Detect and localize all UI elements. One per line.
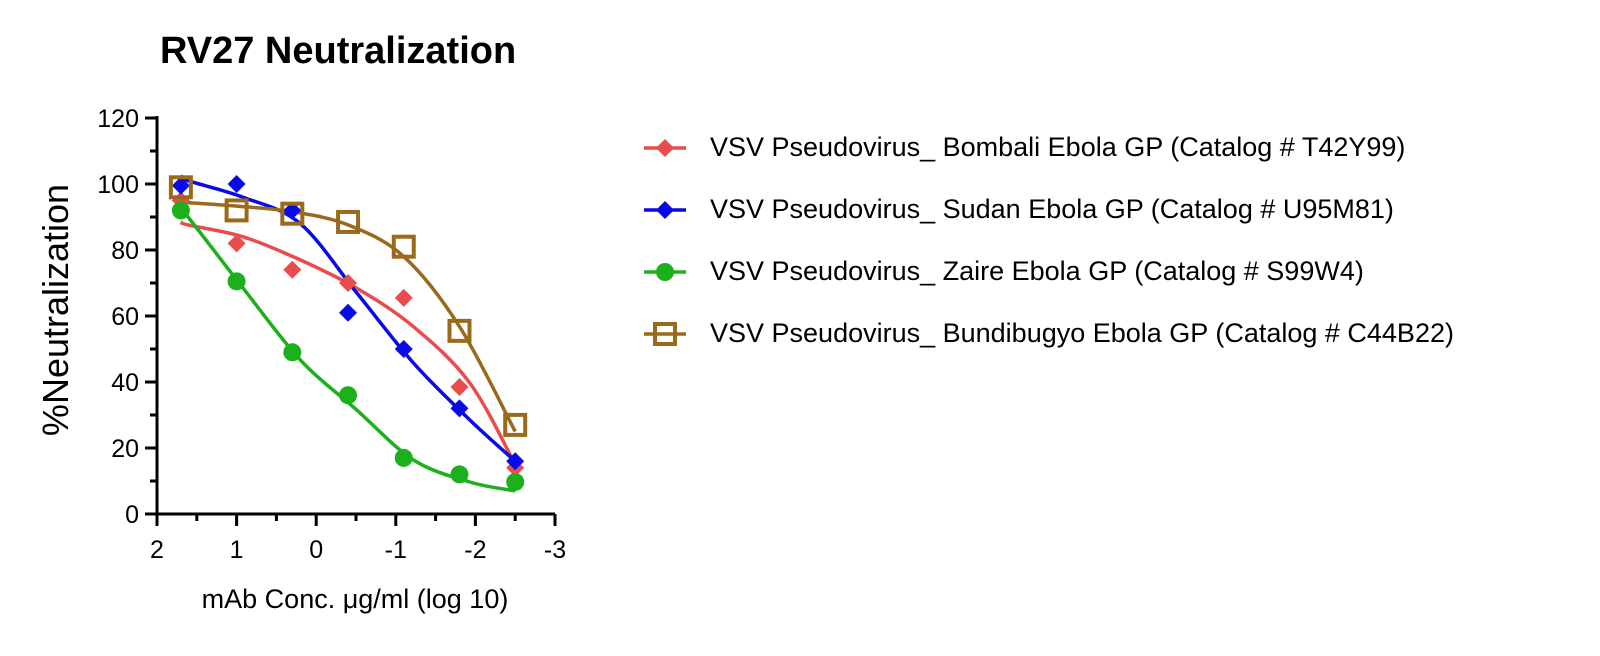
fit-curve-series-2 <box>179 207 516 493</box>
y-tick-label: 0 <box>125 501 139 529</box>
data-point-series-2 <box>450 465 469 484</box>
data-point-series-1 <box>394 340 413 358</box>
chart-title: RV27 Neutralization <box>160 30 517 72</box>
x-tick-label: -1 <box>385 536 407 564</box>
y-tick-label: 60 <box>111 303 139 331</box>
data-point-series-2 <box>227 272 246 291</box>
legend-label: VSV Pseudovirus_ Bombali Ebola GP (Catal… <box>710 132 1406 162</box>
data-point-series-0 <box>339 274 358 292</box>
data-point-series-3 <box>224 198 249 223</box>
data-point-series-3 <box>336 209 361 234</box>
data-point-series-3 <box>280 201 305 226</box>
y-tick-label: 100 <box>97 171 139 199</box>
data-point-series-3 <box>503 412 528 437</box>
data-point-series-2 <box>394 448 413 467</box>
data-point-series-1 <box>283 201 302 220</box>
data-point-series-0 <box>450 377 469 396</box>
data-point-series-0 <box>394 288 413 307</box>
y-tick-label: 40 <box>111 369 139 397</box>
x-tick-label: 0 <box>309 536 323 564</box>
legend-swatch <box>644 263 686 281</box>
x-tick-label: -3 <box>544 536 566 564</box>
x-tick-label: 2 <box>150 536 164 564</box>
legend-item: VSV Pseudovirus_ Sudan Ebola GP (Catalog… <box>640 190 1510 230</box>
fit-curves <box>179 174 517 493</box>
data-point-series-3 <box>391 234 416 259</box>
legend-label: VSV Pseudovirus_ Sudan Ebola GP (Catalog… <box>710 194 1394 224</box>
data-point-series-2 <box>339 386 358 405</box>
legend-swatch <box>644 201 686 219</box>
data-point-series-3 <box>447 318 472 343</box>
x-tick-label: 1 <box>230 536 244 564</box>
legend-marker <box>653 322 677 346</box>
y-tick-label: 20 <box>111 435 139 463</box>
fit-curve-series-0 <box>179 220 517 466</box>
legend-item: VSV Pseudovirus_ Zaire Ebola GP (Catalog… <box>640 252 1510 292</box>
legend-marker <box>656 201 674 219</box>
data-point-series-1 <box>227 175 246 193</box>
y-tick-label: 80 <box>111 237 139 265</box>
legend-swatch <box>644 322 686 346</box>
legend-marker <box>656 139 674 157</box>
legend-label: VSV Pseudovirus_ Bundibugyo Ebola GP (Ca… <box>710 318 1454 348</box>
legend-swatch <box>644 139 686 157</box>
data-point-series-2 <box>171 201 190 220</box>
legend-label: VSV Pseudovirus_ Zaire Ebola GP (Catalog… <box>710 256 1364 286</box>
x-axis-label: mAb Conc. μg/ml (log 10) <box>202 584 509 614</box>
data-point-series-3 <box>168 175 193 200</box>
fit-curve-series-3 <box>180 200 517 433</box>
data-point-series-2 <box>506 472 525 491</box>
legend-item: VSV Pseudovirus_ Bombali Ebola GP (Catal… <box>640 128 1510 168</box>
data-point-series-1 <box>506 452 525 471</box>
data-point-series-0 <box>283 260 302 279</box>
legend-item: VSV Pseudovirus_ Bundibugyo Ebola GP (Ca… <box>640 314 1510 354</box>
data-point-series-0 <box>227 234 246 253</box>
axes: 0 20 40 60 80 100 120 2 1 0 -1 -2 -3 <box>97 105 566 564</box>
data-point-series-1 <box>339 303 358 322</box>
legend: VSV Pseudovirus_ Bombali Ebola GP (Catal… <box>640 128 1510 376</box>
data-point-series-2 <box>283 343 302 362</box>
data-point-series-1 <box>450 399 469 418</box>
legend-marker <box>656 263 674 281</box>
x-tick-label: -2 <box>464 536 486 564</box>
data-point-series-1 <box>171 176 190 195</box>
y-axis-label: %Neutralization <box>35 184 76 436</box>
y-tick-label: 120 <box>97 105 139 133</box>
data-points <box>168 175 528 491</box>
